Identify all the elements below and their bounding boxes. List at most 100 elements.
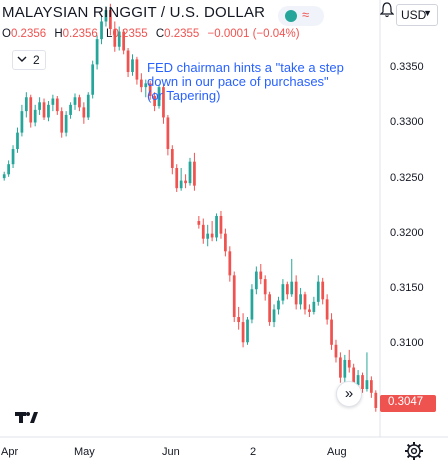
- bell-icon[interactable]: [380, 2, 394, 18]
- candle-up: [47, 104, 50, 118]
- chevron-down-icon: [17, 56, 27, 62]
- candle-up: [215, 215, 218, 238]
- candle-up: [157, 87, 161, 107]
- open-value: 0.2356: [10, 28, 47, 40]
- candle-down: [148, 83, 152, 96]
- candle-down: [325, 299, 329, 320]
- open-label: O: [2, 28, 11, 40]
- y-tick-label: 0.3300: [390, 116, 424, 128]
- symbol-title[interactable]: MALAYSIAN RINGGIT / U.S. DOLLAR: [2, 4, 266, 21]
- candle-up: [250, 289, 254, 320]
- market-status-pill[interactable]: ≈: [278, 6, 324, 26]
- candle-up: [299, 294, 302, 305]
- candle-up: [38, 102, 41, 110]
- indicator-collapse-button[interactable]: 2: [12, 50, 46, 70]
- candle-down: [330, 319, 333, 345]
- y-tick-label: 0.3250: [390, 172, 424, 184]
- x-tick-label: Jun: [162, 446, 180, 458]
- candle-down: [139, 79, 143, 88]
- high-value: 0.2356: [62, 28, 98, 40]
- y-tick-label: 0.3200: [390, 227, 424, 239]
- candle-up: [20, 111, 24, 133]
- candle-up: [188, 161, 192, 184]
- candle-up: [33, 109, 37, 123]
- tradingview-logo-icon[interactable]: [8, 404, 44, 432]
- currency-select[interactable]: USD ▼: [396, 4, 438, 26]
- last-price-label: 0.3047: [380, 395, 436, 412]
- candle-up: [365, 380, 369, 390]
- wave-icon: ≈: [302, 7, 310, 22]
- candle-up: [2, 174, 6, 179]
- candle-down: [268, 294, 271, 323]
- candle-up: [316, 281, 320, 302]
- scroll-right-icon[interactable]: »: [336, 381, 362, 407]
- candle-down: [334, 344, 338, 358]
- candle-up: [51, 98, 55, 105]
- candle-down: [122, 31, 126, 51]
- candle-down: [347, 359, 351, 368]
- candle-down: [241, 322, 245, 343]
- candle-down: [259, 271, 263, 280]
- candle-up: [104, 10, 108, 22]
- candle-down: [369, 380, 373, 393]
- candle-up: [95, 39, 99, 65]
- low-value: 0.2355: [112, 28, 148, 40]
- candle-down: [166, 117, 170, 150]
- candle-down: [113, 29, 117, 47]
- market-status-icon: [285, 10, 297, 22]
- candle-up: [64, 114, 68, 133]
- candle-down: [361, 375, 364, 390]
- candle-down: [175, 167, 179, 189]
- close-label: C: [155, 28, 165, 40]
- close-value: 0.2355: [164, 28, 200, 40]
- y-tick-label: 0.3150: [390, 282, 424, 294]
- candle-down: [294, 281, 298, 305]
- candle-up: [356, 375, 360, 386]
- candle-down: [232, 275, 236, 318]
- candle-up: [254, 271, 258, 290]
- x-tick-label: 2: [250, 446, 257, 458]
- candle-down: [162, 87, 165, 118]
- indicator-count: 2: [33, 53, 40, 67]
- candle-down: [263, 279, 267, 295]
- candle-up: [11, 149, 15, 165]
- candle-up: [290, 281, 294, 295]
- candle-down: [153, 95, 156, 107]
- x-tick-label: Apr: [1, 446, 19, 458]
- ohlc-legend: O0.2356 H0.2356 L0.2355 C0.2355 −0.0001 …: [2, 28, 305, 40]
- candle-up: [24, 97, 28, 112]
- candle-down: [224, 233, 227, 252]
- candle-down: [197, 221, 201, 225]
- candle-down: [285, 284, 289, 295]
- candle-up: [117, 31, 121, 47]
- x-tick-label: Aug: [327, 446, 347, 458]
- candle-up: [73, 97, 77, 105]
- candle-down: [219, 215, 223, 234]
- candle-up: [91, 64, 95, 95]
- candle-down: [201, 224, 205, 239]
- candle-down: [210, 233, 214, 238]
- candle-up: [16, 132, 19, 150]
- candle-down: [170, 149, 174, 168]
- gear-icon[interactable]: [404, 441, 424, 461]
- candle-down: [60, 111, 64, 133]
- candle-down: [42, 102, 46, 118]
- candle-down: [184, 180, 187, 184]
- currency-label: USD: [401, 8, 427, 22]
- chart-annotation[interactable]: FED chairman hints a "take a step down i…: [147, 60, 344, 103]
- x-tick-label: May: [74, 446, 95, 458]
- candle-up: [100, 21, 103, 40]
- candle-down: [237, 317, 241, 323]
- candle-down: [352, 367, 356, 386]
- candle-down: [374, 392, 378, 408]
- chevron-down-icon: ▼: [423, 8, 432, 18]
- candle-down: [228, 251, 232, 276]
- candle-up: [86, 94, 90, 118]
- candle-down: [55, 98, 59, 112]
- candle-down: [303, 294, 307, 310]
- candle-up: [206, 233, 210, 239]
- candle-down: [109, 10, 112, 30]
- candle-up: [272, 309, 276, 323]
- candle-down: [29, 97, 33, 123]
